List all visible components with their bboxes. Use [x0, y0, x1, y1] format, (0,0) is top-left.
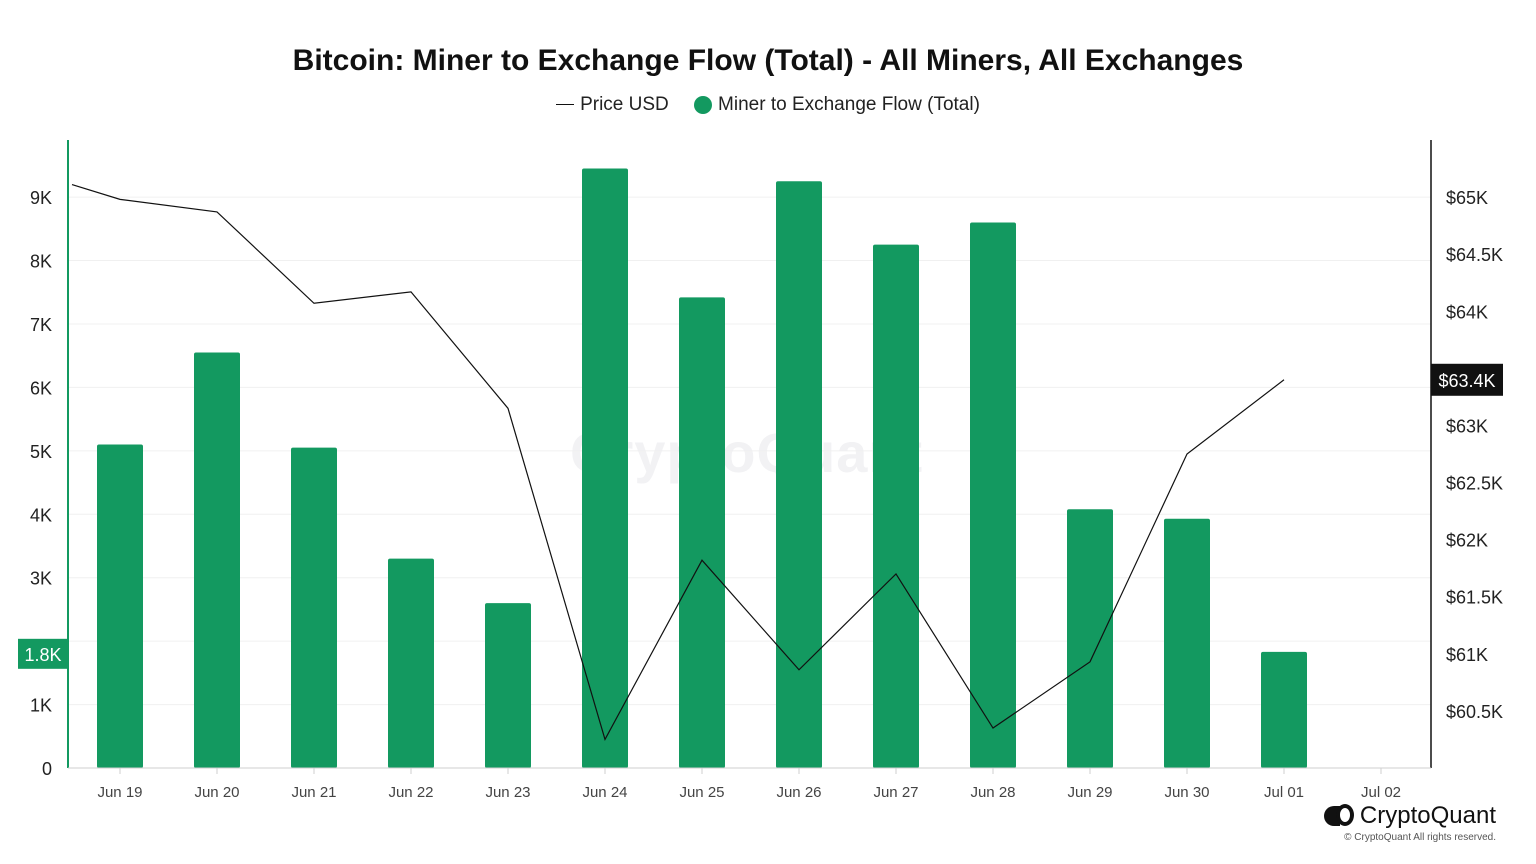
left-tick-label: 4K	[30, 505, 52, 525]
left-current-value-tag	[18, 638, 68, 669]
flow-bar	[1164, 518, 1210, 768]
x-tick-label: Jun 30	[1164, 784, 1209, 801]
dot-swatch-icon	[694, 95, 713, 114]
left-tick-label: 3K	[30, 569, 52, 589]
x-tick-label: Jun 22	[388, 784, 433, 801]
legend-item-price[interactable]: Price USD	[556, 94, 669, 116]
chart-legend: Price USD Miner to Exchange Flow (Total)	[0, 94, 1536, 116]
flow-bar	[970, 222, 1016, 768]
right-current-value-label: $63.4K	[1438, 371, 1495, 391]
left-tick-label: 8K	[30, 252, 52, 272]
cryptoquant-logo-icon	[1323, 803, 1354, 829]
right-tick-label: $61.5K	[1446, 588, 1503, 608]
right-tick-label: $64.5K	[1446, 245, 1503, 265]
flow-bar	[582, 168, 628, 768]
flow-bar	[291, 447, 337, 768]
x-tick-label: Jun 27	[873, 784, 918, 801]
brand-logo: CryptoQuant	[1323, 802, 1496, 830]
right-tick-label: $62K	[1446, 531, 1488, 551]
right-tick-label: $63K	[1446, 416, 1488, 436]
right-tick-label: $64K	[1446, 302, 1488, 322]
copyright-text: © CryptoQuant All rights reserved.	[1344, 832, 1496, 843]
x-tick-label: Jun 26	[776, 784, 821, 801]
x-tick-label: Jun 29	[1067, 784, 1112, 801]
x-tick-label: Jun 19	[97, 784, 142, 801]
right-tick-label: $60.5K	[1446, 702, 1503, 722]
legend-label-flow: Miner to Exchange Flow (Total)	[718, 94, 980, 115]
right-tick-label: $61K	[1446, 645, 1488, 665]
x-tick-label: Jun 21	[291, 784, 336, 801]
x-tick-label: Jun 25	[679, 784, 724, 801]
right-tick-label: $62.5K	[1446, 474, 1503, 494]
right-tick-label: $65K	[1446, 188, 1488, 208]
chart-title: Bitcoin: Miner to Exchange Flow (Total) …	[292, 44, 1244, 77]
flow-bar	[679, 297, 725, 768]
x-tick-label: Jun 24	[582, 784, 627, 801]
price-line	[71, 183, 1285, 742]
x-tick-label: Jun 23	[485, 784, 530, 801]
legend-item-flow[interactable]: Miner to Exchange Flow (Total)	[694, 94, 980, 116]
x-tick-label: Jul 01	[1264, 784, 1304, 801]
flow-bar	[97, 444, 143, 768]
x-tick-label: Jun 20	[194, 784, 239, 801]
left-current-value-label: 1.8K	[24, 645, 61, 665]
flow-bar	[388, 558, 434, 768]
watermark: CryptoQuant	[570, 421, 924, 484]
brand-name: CryptoQuant	[1359, 802, 1496, 829]
flow-bar	[873, 244, 919, 768]
flow-bar	[1067, 509, 1113, 768]
flow-bar	[194, 352, 240, 768]
left-tick-label: 0	[42, 759, 52, 779]
line-swatch-icon	[556, 104, 575, 106]
x-tick-label: Jul 02	[1361, 784, 1401, 801]
flow-bar	[485, 603, 531, 768]
left-tick-label: 5K	[30, 442, 52, 462]
left-tick-label: 9K	[30, 188, 52, 208]
left-tick-label: 1K	[30, 696, 52, 716]
left-tick-label: 7K	[30, 315, 52, 335]
left-tick-label: 6K	[30, 378, 52, 398]
x-tick-label: Jun 28	[970, 784, 1015, 801]
flow-bar	[1261, 651, 1307, 768]
legend-label-price: Price USD	[580, 94, 669, 115]
right-current-value-tag	[1431, 363, 1503, 396]
flow-bar	[776, 181, 822, 769]
